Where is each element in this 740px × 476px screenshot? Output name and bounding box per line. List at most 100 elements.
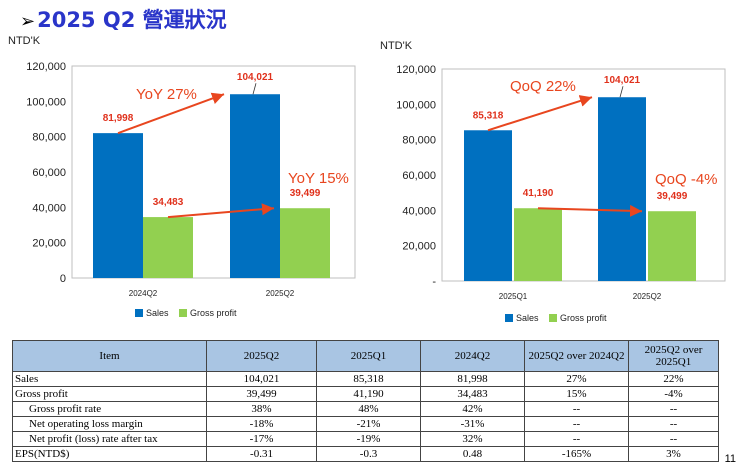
y-tick-label: 60,000 [402,170,436,182]
table-header: 2024Q2 [420,340,525,372]
table-cell: -31% [420,416,525,432]
change-annotation: YoY 27% [136,86,197,103]
row-label: Sales [12,371,207,387]
y-tick-label: 120,000 [26,61,66,73]
qoq-chart: NTD'K - 20,000 40,000 60,000 80,000 100,000 120… [380,40,726,323]
y-tick-label: 60,000 [32,167,66,179]
table-cell: -- [628,401,719,417]
leader-line [619,86,624,98]
row-label: Net operating loss margin [12,416,207,432]
row-label: Gross profit [12,386,207,402]
table-cell: -- [524,416,629,432]
legend-swatch-sales [135,309,143,317]
y-tick-label: - [432,276,436,288]
data-label: 39,499 [657,191,688,202]
x-tick-label: 2025Q1 [499,292,528,301]
change-annotation: QoQ 22% [510,78,576,95]
row-label: Net profit (loss) rate after tax [12,431,207,447]
table-cell: 15% [524,386,629,402]
y-axis-unit: NTD'K [8,35,41,47]
sales-bar [230,94,280,278]
change-annotation: YoY 15% [288,170,349,187]
y-tick-label: 120,000 [396,64,436,76]
table-header: 2025Q2 [206,340,317,372]
legend-swatch-gross-profit [179,309,187,317]
table-cell: -4% [628,386,719,402]
gross-profit-bar [143,217,193,278]
gross-profit-bar [648,211,696,281]
legend-label: Sales [146,308,169,318]
change-annotation: QoQ -4% [655,171,718,188]
table-header: 2025Q2 over 2025Q1 [628,340,719,372]
trend-arrow [537,204,643,217]
y-tick-label: 80,000 [402,135,436,147]
sales-bar [93,133,143,278]
table-cell: -17% [206,431,317,447]
table-cell: 32% [420,431,525,447]
plot-frame [441,68,726,282]
table-cell: 41,190 [316,386,421,402]
table-cell: 85,318 [316,371,421,387]
table-cell: -- [628,416,719,432]
table-cell: 22% [628,371,719,387]
table-row: Sales 104,021 85,318 81,998 27% 22% [12,371,719,387]
trend-arrow [487,95,593,132]
row-label: Gross profit rate [12,401,207,417]
y-tick-label: 0 [60,273,66,285]
y-axis-unit: NTD'K [380,40,413,52]
table-row: EPS(NTD$) -0.31 -0.3 0.48 -165% 3% [12,446,719,462]
data-label: 104,021 [237,72,274,83]
legend-label: Sales [516,313,539,323]
legend-swatch-gross-profit [549,314,557,322]
table-cell: -0.3 [316,446,421,462]
table-header: 2025Q1 [316,340,421,372]
y-tick-label: 20,000 [402,241,436,253]
gross-profit-bar [514,208,562,281]
y-tick-label: 40,000 [32,202,66,214]
legend-label: Gross profit [190,308,237,318]
table-row: Net operating loss margin -18% -21% -31% -- -… [12,416,719,432]
table-cell: 39,499 [206,386,317,402]
table-header: Item [12,340,207,372]
table-cell: -165% [524,446,629,462]
y-tick-label: 80,000 [32,132,66,144]
bullet-arrow-icon: ➢ [20,11,36,32]
x-tick-label: 2025Q2 [633,292,662,301]
data-label: 85,318 [473,110,504,121]
table-cell: 27% [524,371,629,387]
table-cell: -18% [206,416,317,432]
table-row: Gross profit 39,499 41,190 34,483 15% -4% [12,386,719,402]
x-tick-label: 2024Q2 [129,289,158,298]
yoy-chart: NTD'K 0 20,000 40,000 60,000 80,000 100,000 120… [8,35,356,318]
y-tick-label: 20,000 [32,238,66,250]
sales-bar [464,130,512,281]
table-cell: 38% [206,401,317,417]
table-cell: 42% [420,401,525,417]
table-cell: -21% [316,416,421,432]
table-cell: -19% [316,431,421,447]
table-cell: 48% [316,401,421,417]
data-label: 39,499 [290,188,321,199]
table-header: 2025Q2 over 2024Q2 [524,340,629,372]
gross-profit-bar [280,208,330,278]
table-header-row: Item 2025Q2 2025Q1 2024Q2 2025Q2 over 20… [12,340,719,372]
data-label: 34,483 [153,197,184,208]
table-cell: -- [628,431,719,447]
table-cell: 0.48 [420,446,525,462]
financial-table: Item 2025Q2 2025Q1 2024Q2 2025Q2 over 20… [12,340,719,462]
row-label: EPS(NTD$) [12,446,207,462]
table-row: Net profit (loss) rate after tax -17% -19%… [12,431,719,447]
trend-arrow [117,92,225,135]
trend-arrow [167,203,275,219]
y-tick-label: 100,000 [26,96,66,108]
table-cell: 34,483 [420,386,525,402]
table-cell: -- [524,401,629,417]
data-label: 41,190 [523,188,554,199]
legend-label: Gross profit [560,313,607,323]
slide-title: ➢2025 Q2 營運狀況 [20,4,227,34]
table-cell: -- [524,431,629,447]
plot-frame [71,65,356,279]
sales-bar [598,97,646,281]
y-tick-label: 100,000 [396,99,436,111]
x-tick-label: 2025Q2 [266,289,295,298]
